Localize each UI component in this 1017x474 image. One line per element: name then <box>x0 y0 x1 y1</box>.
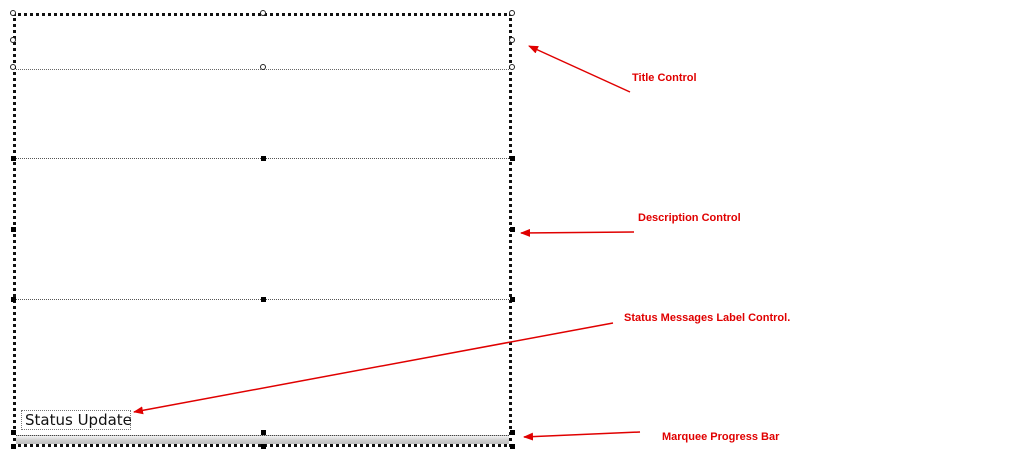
resize-handle[interactable] <box>509 37 515 43</box>
progress-arrow <box>523 431 641 441</box>
resize-handle[interactable] <box>260 10 266 16</box>
marquee-progress-bar[interactable] <box>16 435 509 444</box>
title-arrow <box>528 45 631 93</box>
control-grip[interactable] <box>11 444 16 449</box>
control-grip[interactable] <box>510 430 515 435</box>
control-grip[interactable] <box>510 444 515 449</box>
status-arrow <box>133 322 614 415</box>
resize-handle[interactable] <box>509 64 515 70</box>
status-messages-label[interactable]: Status Update <box>21 410 132 430</box>
control-grip[interactable] <box>11 227 16 232</box>
resize-handle[interactable] <box>260 64 266 70</box>
control-grip[interactable] <box>510 156 515 161</box>
status-label-annotation: Status Messages Label Control. <box>624 312 791 324</box>
resize-handle[interactable] <box>10 64 16 70</box>
control-grip[interactable] <box>261 444 266 449</box>
control-grip[interactable] <box>11 430 16 435</box>
description-arrow <box>520 228 635 237</box>
progress-bar-annotation: Marquee Progress Bar <box>662 431 780 443</box>
control-grip[interactable] <box>11 156 16 161</box>
resize-handle[interactable] <box>10 37 16 43</box>
control-grip[interactable] <box>510 227 515 232</box>
control-grip[interactable] <box>261 297 266 302</box>
title-control-annotation: Title Control <box>632 72 697 84</box>
control-grip[interactable] <box>11 297 16 302</box>
control-grip[interactable] <box>510 297 515 302</box>
control-grip[interactable] <box>261 430 266 435</box>
description-control-annotation: Description Control <box>638 212 741 224</box>
control-grip[interactable] <box>261 156 266 161</box>
resize-handle[interactable] <box>509 10 515 16</box>
resize-handle[interactable] <box>10 10 16 16</box>
